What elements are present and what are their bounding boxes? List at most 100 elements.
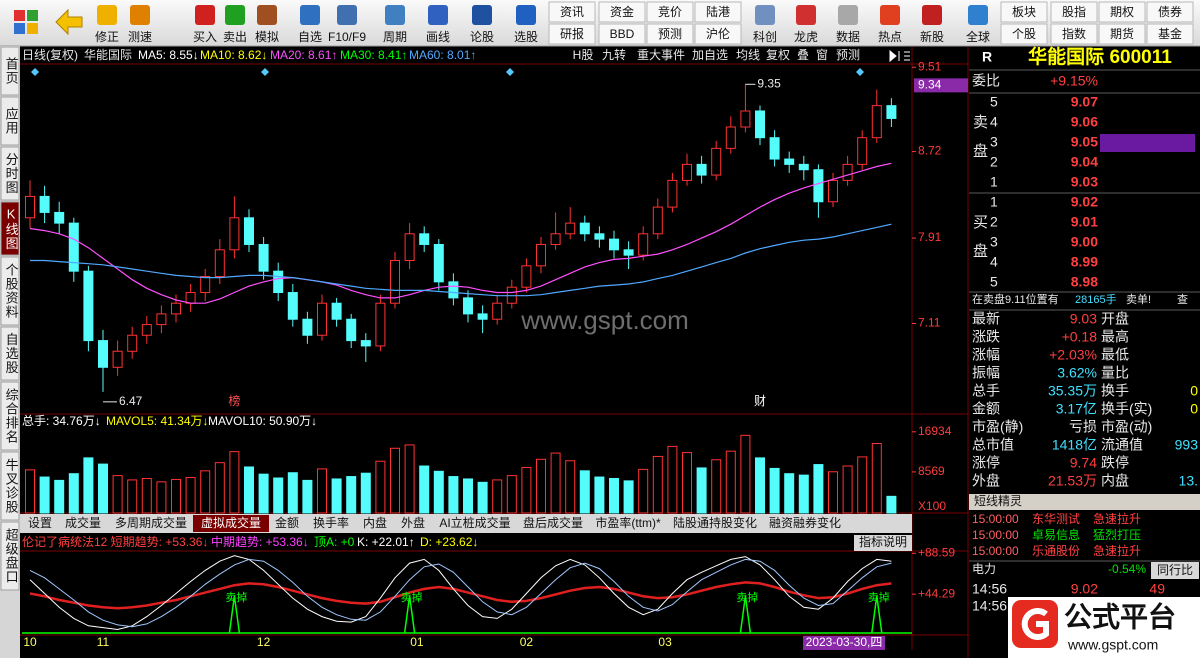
volume-tab[interactable]: 设置 bbox=[28, 516, 52, 530]
x-tick-label: 10 bbox=[23, 635, 37, 649]
toolbar-button[interactable]: 测速 bbox=[128, 5, 152, 44]
sidebar-tab[interactable]: 综合排名 bbox=[0, 381, 20, 451]
button-label: 个股 bbox=[1012, 27, 1036, 41]
home-icon[interactable] bbox=[14, 10, 38, 34]
volume-tab[interactable]: 成交量 bbox=[65, 515, 101, 530]
toolbar-button[interactable]: 全球 bbox=[966, 5, 990, 44]
sidebar-tab[interactable]: 超级盘口 bbox=[0, 521, 20, 591]
toolbar-button[interactable]: 论股 bbox=[470, 5, 494, 44]
volume-tab[interactable]: 虚拟成交量 bbox=[193, 515, 269, 532]
chart-button[interactable]: 预测 bbox=[836, 48, 860, 62]
button-icon bbox=[968, 5, 988, 25]
chart-button[interactable]: 重大事件 bbox=[637, 48, 685, 62]
sidebar-tab[interactable]: 首页 bbox=[0, 46, 20, 96]
chart-button[interactable]: 叠 bbox=[797, 48, 809, 62]
grid-button[interactable]: 个股 bbox=[1000, 23, 1048, 45]
button-label: 论股 bbox=[470, 30, 494, 44]
toolbar-button[interactable]: 数据 bbox=[836, 5, 860, 44]
tab-bg bbox=[0, 46, 20, 96]
indicator-help[interactable]: 指标说明 bbox=[854, 534, 912, 551]
toolbar-button[interactable]: 周期 bbox=[383, 5, 407, 44]
tab-label: AI立桩成交量 bbox=[439, 515, 510, 530]
cursor-date: 2023-03-30,四 bbox=[806, 635, 883, 649]
peer-button[interactable]: 同行比 bbox=[1151, 562, 1199, 579]
sidebar-tab[interactable]: 应用 bbox=[0, 96, 20, 146]
grid-button[interactable]: 预测 bbox=[646, 23, 694, 45]
grid-button[interactable]: 资讯 bbox=[548, 1, 596, 23]
volume-tab[interactable]: 多周期成交量 bbox=[115, 515, 187, 530]
grid-button[interactable]: 沪伦 bbox=[694, 23, 742, 45]
toolbar-button[interactable]: 选股 bbox=[514, 5, 538, 44]
grid-button[interactable]: 指数 bbox=[1050, 23, 1098, 45]
volume-tab[interactable]: 金额 bbox=[275, 515, 299, 530]
volume-tab[interactable]: 陆股通持股变化 bbox=[673, 515, 757, 530]
sidebar-tab[interactable]: K线图 bbox=[0, 201, 20, 256]
grid-button[interactable]: 期货 bbox=[1098, 23, 1146, 45]
button-label: 复权 bbox=[766, 48, 790, 62]
volume-bar bbox=[492, 479, 503, 514]
chart-button[interactable]: 复权 bbox=[766, 48, 790, 62]
ma-legend: MA30: 8.41↑ bbox=[340, 48, 407, 62]
spirit-title: 短线精灵 bbox=[974, 494, 1022, 508]
candle-body bbox=[594, 233, 605, 240]
candle-body bbox=[638, 233, 649, 256]
tick-volume: 49 bbox=[1149, 581, 1165, 597]
stock-name: 华能国际 bbox=[84, 48, 132, 62]
volume-tab[interactable]: 外盘 bbox=[401, 515, 425, 530]
volume-tab[interactable]: 内盘 bbox=[363, 515, 387, 530]
volume-tab[interactable]: 盘后成交量 bbox=[523, 515, 583, 530]
chart-button[interactable]: 均线 bbox=[736, 48, 760, 62]
grid-button[interactable]: 资金 bbox=[598, 1, 646, 23]
grid-button[interactable]: 基金 bbox=[1146, 23, 1194, 45]
grid-button[interactable]: 竞价 bbox=[646, 1, 694, 23]
volume-bar bbox=[521, 466, 532, 514]
toolbar-button[interactable]: 模拟 bbox=[255, 5, 279, 44]
volume-tab[interactable]: 换手率 bbox=[313, 515, 349, 530]
button-icon bbox=[225, 5, 245, 25]
toolbar-button[interactable]: 自选 bbox=[298, 5, 322, 44]
y-tick-label: 9.51 bbox=[918, 59, 942, 73]
toolbar-button[interactable]: 热点 bbox=[878, 5, 902, 44]
grid-button[interactable]: 研报 bbox=[548, 23, 596, 45]
level-no: 1 bbox=[990, 194, 998, 210]
volume-tab[interactable]: 市盈率(ttm)* bbox=[595, 515, 661, 530]
button-label: 期权 bbox=[1110, 5, 1134, 19]
toolbar-button[interactable]: 龙虎 bbox=[794, 5, 818, 44]
sidebar-tab[interactable]: 个股资料 bbox=[0, 256, 20, 326]
button-label: 全球 bbox=[966, 29, 990, 44]
toolbar-button[interactable]: 科创 bbox=[753, 5, 777, 44]
toolbar-button[interactable]: F10/F9 bbox=[328, 5, 366, 44]
x-tick-label: 12 bbox=[257, 635, 271, 649]
chart-button[interactable]: 窗 bbox=[816, 48, 828, 62]
toolbar-button[interactable]: 画线 bbox=[426, 5, 450, 44]
chart-button[interactable]: H股 bbox=[573, 48, 594, 62]
grid-button[interactable]: 陆港 bbox=[694, 1, 742, 23]
grid-button[interactable]: 债券 bbox=[1146, 1, 1194, 23]
sidebar-tab[interactable]: 分时图 bbox=[0, 146, 20, 201]
button-icon bbox=[300, 5, 320, 25]
level-price: 8.98 bbox=[1071, 274, 1098, 290]
chart-button[interactable]: 九转 bbox=[602, 47, 626, 62]
toolbar-button[interactable]: 买入 bbox=[193, 5, 217, 44]
grid-button[interactable]: 板块 bbox=[1000, 1, 1048, 23]
volume-bar bbox=[667, 445, 678, 514]
event-label: 榜 bbox=[228, 393, 240, 408]
toolbar-button[interactable]: 卖出 bbox=[223, 5, 247, 44]
tab-label: 金额 bbox=[275, 515, 299, 530]
grid-button[interactable]: BBD bbox=[598, 23, 646, 45]
logo-name: 公式平台 bbox=[1064, 600, 1176, 632]
sidebar-tab[interactable]: 牛叉诊股 bbox=[0, 451, 20, 521]
back-icon[interactable] bbox=[55, 8, 83, 36]
volume-tab[interactable]: 融资融券变化 bbox=[769, 515, 841, 530]
tab-bg bbox=[0, 381, 20, 451]
candle-body bbox=[740, 110, 751, 128]
volume-tab[interactable]: AI立桩成交量 bbox=[439, 515, 510, 530]
toolbar-button[interactable]: 修正 bbox=[95, 5, 119, 44]
button-label: 热点 bbox=[878, 30, 902, 44]
grid-button[interactable]: 期权 bbox=[1098, 1, 1146, 23]
toolbar-button[interactable]: 新股 bbox=[920, 5, 944, 44]
chart-button[interactable]: 加自选 bbox=[692, 48, 728, 62]
candle-body bbox=[346, 318, 357, 342]
grid-button[interactable]: 股指 bbox=[1050, 1, 1098, 23]
sidebar-tab[interactable]: 自选股 bbox=[0, 326, 20, 381]
